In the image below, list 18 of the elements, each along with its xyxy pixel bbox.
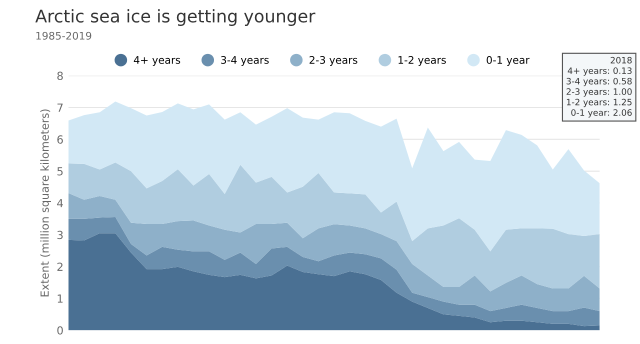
y-tick-label: 8 [57,72,63,80]
legend-label: 1-2 years [398,56,446,66]
annotation: 2018 4+ years: 0.13 3-4 years: 0.58 2-3 years: 1.00 1-2 years: 1.25 0-1 year: 2.06 [566,56,632,118]
legend-label: 0-1 year [486,56,530,66]
y-tick-label: 6 [57,135,63,144]
y-tick-label: 2 [57,262,63,271]
y-tick-label: 0 [57,326,63,335]
y-tick-label: 4 [57,199,63,208]
chart-title: Arctic sea ice is getting younger [35,9,316,26]
chart-subtitle: 1985-2019 [36,32,92,40]
y-tick-label: 1 [58,294,63,303]
legend-label: 2-3 years [310,56,358,66]
legend-label: 3-4 years [221,56,269,66]
legend-label: 4+ years [134,56,180,66]
y-tick-label: 7 [57,104,63,112]
y-tick-label: 5 [57,167,63,176]
y-axis-title: Extent (million square kilometers) [40,109,51,296]
y-tick-label: 3 [57,230,63,240]
